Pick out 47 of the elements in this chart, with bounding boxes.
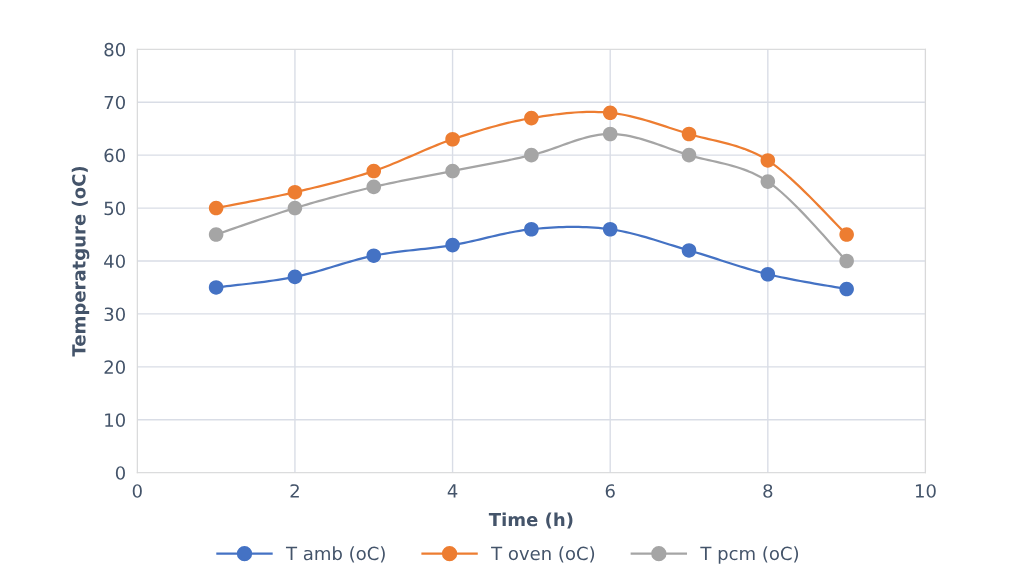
point [602, 126, 618, 142]
point [445, 163, 460, 179]
point [524, 221, 539, 237]
point [839, 281, 854, 297]
y-tick-label: 80 [104, 42, 125, 57]
point [208, 280, 224, 295]
y-tick-label: 70 [104, 95, 125, 110]
y-tick-label: 10 [105, 413, 125, 427]
point [287, 269, 303, 285]
x-tick-label: 6 [605, 484, 615, 498]
point [524, 147, 539, 163]
point [839, 253, 854, 269]
point [366, 248, 382, 263]
point [287, 200, 303, 216]
point [208, 227, 224, 242]
y-tick-label: 50 [104, 201, 125, 216]
point [760, 266, 776, 282]
point [760, 153, 776, 168]
y-tick-label: 60 [104, 148, 125, 163]
y-tick-label: 30 [104, 307, 125, 322]
x-tick-label: 8 [763, 484, 773, 498]
x-axis-title: Time (h) [488, 512, 573, 529]
point [681, 243, 697, 258]
point [524, 110, 539, 126]
x-tick-label: 2 [290, 484, 299, 498]
point [445, 131, 460, 147]
point [208, 200, 224, 216]
point [681, 126, 697, 142]
point [287, 184, 303, 200]
point [602, 221, 618, 237]
point [681, 147, 697, 163]
point [366, 179, 382, 195]
y-tick-label: 20 [104, 360, 125, 374]
x-tick-label: 10 [915, 484, 936, 498]
x-tick-label: 0 [132, 484, 142, 498]
point [445, 237, 460, 253]
point [602, 105, 618, 121]
y-tick-label: 40 [104, 254, 125, 269]
legend-label: T pcm (oC) [700, 546, 799, 564]
y-axis-title: Temperatgure (oC) [71, 166, 90, 357]
y-tick-label: 0 [115, 466, 125, 480]
point [839, 227, 854, 242]
point [760, 174, 776, 189]
x-tick-label: 4 [447, 484, 458, 498]
legend-label: T oven (oC) [491, 546, 595, 563]
point [366, 163, 382, 179]
legend-label: T amb (oC) [285, 546, 385, 563]
